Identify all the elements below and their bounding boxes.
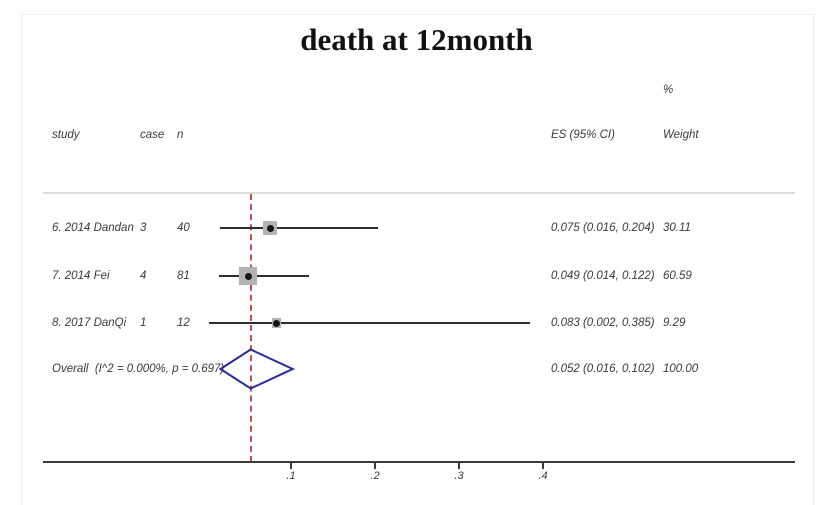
study-case: 3	[140, 222, 147, 234]
study-label: 6. 2014 Dandan	[52, 222, 134, 234]
study-es-ci: 0.083 (0.002, 0.385)	[551, 317, 655, 329]
overall-reference-dashed-line	[249, 194, 252, 462]
es-ci-column-header: ES (95% CI)	[551, 129, 615, 141]
percent-column-header: %	[663, 84, 674, 96]
point-estimate-marker	[244, 272, 252, 280]
confidence-interval-line	[218, 275, 310, 277]
confidence-interval-line	[220, 227, 379, 229]
study-n: 12	[177, 317, 190, 329]
study-weight: 30.11	[663, 222, 691, 234]
overall-weight: 100.00	[663, 363, 699, 375]
x-axis-tick	[374, 463, 376, 469]
study-weight: 60.59	[663, 270, 692, 282]
confidence-interval-line	[208, 322, 531, 324]
study-label: 8. 2017 DanQi	[52, 317, 127, 329]
x-axis-tick-label: .4	[538, 470, 548, 482]
study-case: 1	[140, 317, 147, 329]
study-es-ci: 0.049 (0.014, 0.122)	[551, 270, 655, 282]
x-axis-tick	[542, 463, 544, 469]
header-separator-line	[43, 192, 795, 194]
x-axis-tick	[458, 463, 460, 469]
plot-frame-border	[21, 14, 814, 505]
overall-label: Overall (I^2 = 0.000%, p = 0.697)	[52, 363, 225, 375]
chart-title: death at 12month	[300, 22, 533, 57]
x-axis-line	[43, 461, 795, 463]
weight-column-header: Weight	[663, 129, 699, 141]
study-n: 81	[177, 270, 190, 282]
case-column-header: case	[140, 129, 165, 141]
point-estimate-marker	[266, 224, 274, 232]
point-estimate-marker	[273, 319, 281, 327]
study-n: 40	[177, 222, 190, 234]
study-column-header: study	[52, 129, 80, 141]
x-axis-tick-label: .3	[454, 470, 464, 482]
study-es-ci: 0.075 (0.016, 0.204)	[551, 222, 655, 234]
n-column-header: n	[177, 129, 184, 141]
x-axis-tick-label: .1	[286, 470, 296, 482]
study-case: 4	[140, 270, 147, 282]
overall-es-ci: 0.052 (0.016, 0.102)	[551, 363, 655, 375]
study-weight: 9.29	[663, 317, 686, 329]
study-label: 7. 2014 Fei	[52, 270, 110, 282]
x-axis-tick	[290, 463, 292, 469]
x-axis-tick-label: .2	[370, 470, 380, 482]
